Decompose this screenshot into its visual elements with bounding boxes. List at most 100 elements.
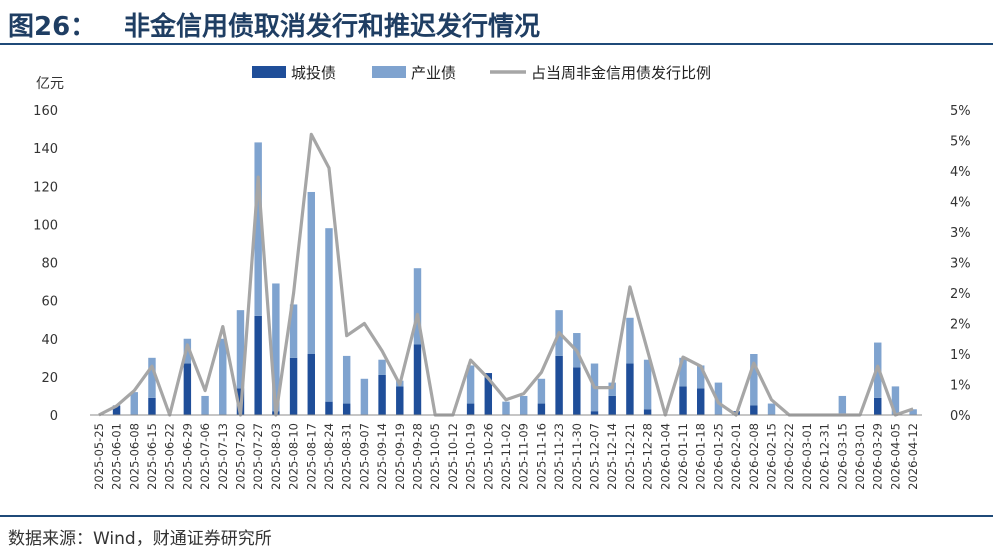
bar-chanye	[307, 191, 315, 354]
bar-chengtou	[555, 355, 563, 415]
x-tick-label: 2025-12-21	[623, 423, 637, 490]
bar-chanye	[360, 378, 369, 415]
x-tick-label: 2026-04-05	[888, 423, 902, 490]
data-source-note: 数据来源：Wind，财通证券研究所	[8, 529, 272, 549]
x-tick-label: 2025-07-27	[251, 423, 265, 490]
y-tick-label: 140	[33, 142, 58, 157]
x-tick-label: 2026-03-15	[835, 423, 849, 490]
x-tick-label: 2026-01-04	[658, 423, 672, 490]
x-tick-label: 2025-12-07	[588, 423, 602, 490]
bar-chanye	[325, 228, 333, 402]
x-tick-label: 2025-11-23	[552, 423, 566, 490]
bar-chengtou	[378, 374, 386, 415]
y-tick-label: 20	[41, 371, 58, 386]
bar-chanye	[750, 354, 758, 406]
x-tick-label: 2025-06-22	[163, 423, 177, 490]
x-tick-label: 2026-03-01	[800, 423, 814, 490]
x-tick-label: 2026-04-12	[906, 423, 920, 490]
figure-title: 非金信用债取消发行和推迟发行情况	[124, 12, 541, 42]
y-tick-label: 160	[33, 104, 58, 119]
y-tick-label: 120	[33, 180, 58, 195]
bar-chanye	[466, 365, 475, 404]
x-tick-label: 2026-02-01	[729, 423, 743, 490]
bar-chanye	[219, 338, 227, 415]
x-tick-label: 2025-08-24	[322, 423, 336, 490]
y2-tick-label: 1%	[950, 379, 971, 394]
bar-chengtou	[148, 397, 156, 415]
ratio-line	[98, 132, 914, 417]
bar-chanye	[413, 268, 422, 345]
y-tick-label: 40	[41, 333, 58, 348]
bar-chanye	[626, 317, 634, 364]
bar-chanye	[519, 395, 528, 415]
x-tick-label: 2025-09-07	[357, 423, 371, 490]
figure-number: 图26：	[8, 12, 97, 42]
bar-chengtou	[590, 411, 599, 415]
bar-chengtou	[112, 405, 121, 415]
x-tick-label: 2025-08-10	[287, 423, 301, 490]
bar-chanye	[909, 409, 917, 415]
bar-chanye	[342, 355, 351, 404]
bar-chanye	[838, 395, 847, 415]
y2-tick-label: 1%	[950, 348, 971, 363]
bar-chengtou	[325, 401, 333, 415]
y2-tick-label: 2%	[950, 318, 971, 333]
x-tick-label: 2025-09-28	[410, 423, 424, 490]
x-tick-label: 2025-06-08	[127, 423, 141, 490]
legend-label-chanye: 产业债	[411, 64, 456, 82]
bar-chengtou	[608, 395, 616, 415]
x-tick-label: 2025-05-25	[92, 423, 106, 490]
footer-divider	[0, 515, 993, 517]
header-divider	[0, 43, 993, 45]
bar-chanye	[272, 283, 280, 412]
bar-chanye	[378, 359, 386, 375]
x-tick-label: 2025-10-12	[446, 423, 460, 490]
legend-swatch-chengtou	[252, 66, 286, 78]
legend-swatch-chanye	[372, 66, 406, 78]
bar-chengtou	[626, 363, 634, 415]
x-tick-label: 2025-06-29	[180, 423, 194, 490]
y2-tick-label: 3%	[950, 257, 971, 272]
bar-chengtou	[254, 315, 262, 415]
bar-chanye	[502, 401, 510, 415]
bar-chanye	[767, 403, 776, 415]
y-tick-label: 100	[33, 218, 58, 233]
y2-tick-label: 4%	[950, 165, 971, 180]
x-tick-label: 2025-11-16	[534, 423, 548, 490]
x-tick-label: 2025-10-19	[464, 423, 478, 490]
y2-tick-label: 4%	[950, 196, 971, 211]
bar-chengtou	[679, 386, 687, 415]
x-tick-label: 2025-06-15	[145, 423, 159, 490]
x-tick-label: 2025-08-03	[269, 423, 283, 490]
y2-tick-label: 2%	[950, 287, 971, 302]
x-tick-label: 2025-07-20	[233, 423, 247, 490]
bar-chanye	[201, 395, 209, 415]
y2-tick-label: 5%	[950, 104, 971, 119]
x-tick-label: 2026-01-25	[711, 423, 725, 490]
y-tick-label: 0	[50, 409, 58, 424]
bar-chanye	[643, 359, 652, 410]
bar-chanye	[608, 382, 616, 396]
x-tick-label: 2025-12-14	[605, 423, 619, 490]
bar-chanye	[891, 386, 900, 415]
bar-chanye	[697, 365, 705, 389]
x-tick-label: 2026-03-01	[853, 423, 867, 490]
left-axis-unit: 亿元	[36, 76, 64, 92]
bar-chanye	[537, 378, 546, 404]
y-tick-label: 60	[41, 295, 58, 310]
x-tick-label: 2025-08-17	[304, 423, 318, 490]
x-tick-label: 2026-12-31	[818, 423, 832, 490]
x-tick-label: 2025-11-09	[517, 423, 531, 490]
bar-chengtou	[643, 409, 652, 415]
bar-chanye	[254, 142, 262, 316]
x-tick-label: 2026-02-08	[747, 423, 761, 490]
x-tick-label: 2026-02-22	[782, 423, 796, 490]
x-tick-label: 2025-11-02	[499, 423, 513, 490]
bar-chanye	[236, 310, 245, 389]
bar-chengtou	[413, 344, 422, 415]
bar-chengtou	[697, 388, 705, 415]
y2-tick-label: 5%	[950, 135, 971, 150]
x-tick-label: 2025-09-19	[393, 423, 407, 490]
bar-chanye	[714, 382, 723, 415]
bar-chengtou	[289, 357, 298, 415]
